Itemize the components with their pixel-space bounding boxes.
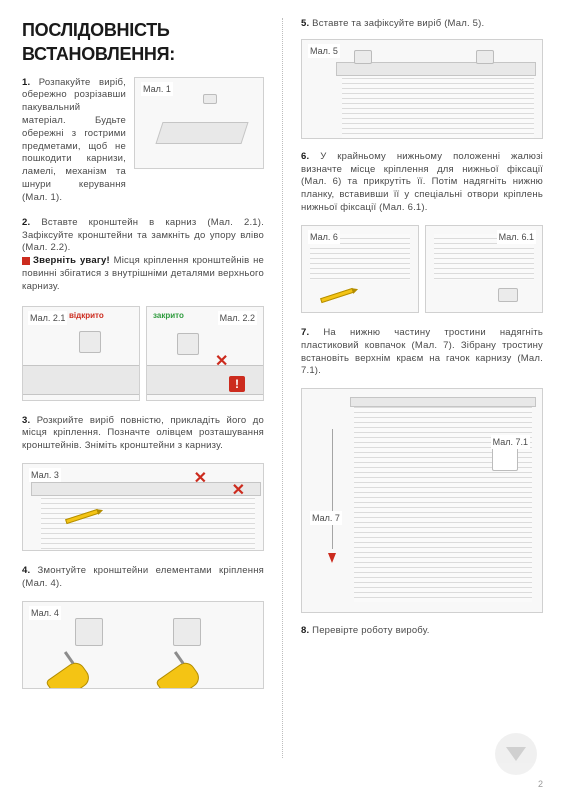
alert-icon: !: [229, 376, 245, 392]
figure-7-1-label: Мал. 7.1: [491, 435, 530, 449]
x-icon: ✕: [232, 480, 245, 502]
x-icon: ✕: [215, 351, 228, 373]
open-label: відкрито: [69, 311, 104, 322]
figure-2-1: Мал. 2.1 відкрито: [22, 306, 140, 401]
step-8: 8. Перевірте роботу виробу.: [301, 625, 543, 638]
figure-2-2-label: Мал. 2.2: [218, 311, 257, 325]
figure-1-label: Мал. 1: [141, 82, 173, 96]
figure-4-label: Мал. 4: [29, 606, 61, 620]
figure-2-2: закрито Мал. 2.2 ! ✕: [146, 306, 264, 401]
bracket-graphic: [354, 50, 372, 64]
step-3-body: Розкрийте виріб повністю, прикладіть йог…: [22, 415, 264, 452]
step-1: 1. Розпакуйте виріб, обережно розрізавши…: [22, 77, 264, 205]
figure-2-1-label: Мал. 2.1: [28, 311, 67, 325]
wand-graphic: [332, 429, 333, 549]
step-4: 4. Змонтуйте кронштейни елементами кріпл…: [22, 565, 264, 591]
figure-5: Мал. 5: [301, 39, 543, 139]
bracket-graphic: [177, 333, 199, 355]
bracket-graphic: [75, 618, 103, 646]
step-7-body: На нижню частину тростини надягніть плас…: [301, 327, 543, 376]
figure-1: Мал. 1: [134, 77, 264, 169]
pencil-graphic: [320, 288, 354, 303]
step-1-text: 1. Розпакуйте виріб, обережно розрізавши…: [22, 77, 126, 205]
blinds-graphic: [354, 403, 532, 602]
rail-graphic: [31, 482, 261, 496]
wand-cap-graphic: [328, 553, 336, 563]
step-8-num: 8.: [301, 625, 309, 636]
page-number: 2: [538, 778, 543, 790]
clip-graphic: [498, 288, 518, 302]
step-6: 6. У крайньому нижньому положенні жалюзі…: [301, 151, 543, 215]
step-3: 3. Розкрийте виріб повністю, прикладіть …: [22, 415, 264, 453]
bracket-graphic: [79, 331, 101, 353]
instruction-page: ПОСЛІДОВНІСТЬ ВСТАНОВЛЕННЯ: 1. Розпакуйт…: [0, 0, 565, 799]
step-7-num: 7.: [301, 327, 309, 338]
figure-6-label: Мал. 6: [308, 230, 340, 244]
figure-3: Мал. 3 ✕ ✕: [22, 463, 264, 551]
figure-6-row: Мал. 6 Мал. 6.1: [301, 225, 543, 313]
step-5: 5. Вставте та зафіксуйте виріб (Мал. 5).: [301, 18, 543, 31]
warning-icon: [22, 257, 30, 265]
step-2-num: 2.: [22, 217, 30, 228]
x-icon: ✕: [194, 468, 207, 490]
rail-graphic: [336, 62, 536, 76]
right-column: 5. Вставте та зафіксуйте виріб (Мал. 5).…: [283, 18, 543, 785]
figure-4: Мал. 4: [22, 601, 264, 689]
rail-graphic: [350, 397, 536, 407]
figure-3-label: Мал. 3: [29, 468, 61, 482]
blinds-graphic: [342, 74, 534, 138]
figure-7-label: Мал. 7: [310, 511, 342, 525]
step-5-num: 5.: [301, 18, 309, 29]
closed-label: закрито: [153, 311, 184, 322]
drill-graphic: [45, 659, 93, 689]
warning-label: Зверніть увагу!: [33, 255, 110, 266]
step-2: 2. Вставте кронштейн в карниз (Мал. 2.1)…: [22, 217, 264, 294]
step-8-body: Перевірте роботу виробу.: [312, 625, 429, 636]
step-5-body: Вставте та зафіксуйте виріб (Мал. 5).: [312, 18, 484, 29]
figure-6-1: Мал. 6.1: [425, 225, 543, 313]
blinds-graphic: [41, 494, 255, 550]
bracket-graphic: [173, 618, 201, 646]
figure-5-label: Мал. 5: [308, 44, 340, 58]
step-1-num: 1.: [22, 77, 30, 88]
step-2-body: Вставте кронштейн в карниз (Мал. 2.1). З…: [22, 217, 264, 254]
rail-graphic: [155, 122, 248, 144]
step-3-num: 3.: [22, 415, 30, 426]
step-7: 7. На нижню частину тростини надягніть п…: [301, 327, 543, 378]
step-6-num: 6.: [301, 151, 309, 162]
figure-7: Мал. 7 Мал. 7.1: [301, 388, 543, 613]
figure-2-row: Мал. 2.1 відкрито закрито Мал. 2.2 ! ✕: [22, 306, 264, 401]
step-6-body: У крайньому нижньому положенні жалюзі ви…: [301, 151, 543, 213]
watermark-icon: [495, 733, 537, 775]
step-1-body: Розпакуйте виріб, обережно розрізавши па…: [22, 77, 126, 203]
figure-6: Мал. 6: [301, 225, 419, 313]
step-4-num: 4.: [22, 565, 30, 576]
figure-6-1-label: Мал. 6.1: [497, 230, 536, 244]
step-4-body: Змонтуйте кронштейни елементами кріпленн…: [22, 565, 264, 589]
part-graphic: [203, 94, 217, 104]
bracket-graphic: [476, 50, 494, 64]
rail-graphic: [22, 365, 140, 395]
rail-graphic: [146, 365, 264, 395]
page-title: ПОСЛІДОВНІСТЬ ВСТАНОВЛЕННЯ:: [22, 18, 264, 67]
drill-graphic: [155, 659, 203, 689]
left-column: ПОСЛІДОВНІСТЬ ВСТАНОВЛЕННЯ: 1. Розпакуйт…: [22, 18, 282, 785]
